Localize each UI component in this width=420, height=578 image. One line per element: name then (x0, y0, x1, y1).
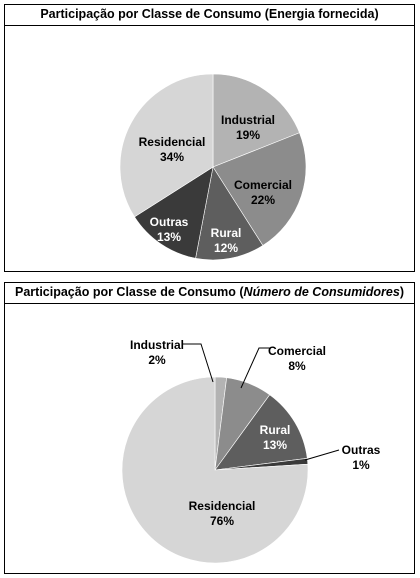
pie-slice-rural (195, 166, 264, 261)
category-label-outras: Outras (150, 215, 189, 229)
chart-title: Participação por Classe de Consumo (Ener… (5, 5, 414, 26)
value-label-rural: 13% (263, 438, 287, 452)
category-label-residencial: Residencial (189, 499, 256, 513)
value-label-industrial: 19% (236, 128, 260, 142)
pie-slice-rural (214, 394, 308, 471)
pie-slice-industrial (212, 73, 300, 168)
category-label-comercial: Comercial (268, 344, 326, 358)
value-label-residencial: 34% (160, 150, 184, 164)
pie-slice-outras (134, 166, 214, 259)
leader-line-industrial (183, 343, 214, 383)
category-label-comercial: Comercial (234, 178, 292, 192)
pie-slice-residencial (121, 376, 309, 564)
chart-panel-consumidores: Participação por Classe de Consumo (Núme… (4, 282, 415, 574)
value-label-comercial: 22% (251, 193, 275, 207)
chart-panel-energia: Participação por Classe de Consumo (Ener… (4, 4, 415, 272)
category-label-residencial: Residencial (139, 135, 206, 149)
value-label-industrial: 2% (148, 353, 166, 367)
category-label-rural: Rural (211, 226, 242, 240)
value-label-outras: 13% (157, 230, 181, 244)
pie-slice-comercial (212, 132, 307, 246)
category-label-rural: Rural (260, 423, 291, 437)
chart-title: Participação por Classe de Consumo (Núme… (5, 283, 414, 304)
value-label-comercial: 8% (288, 359, 306, 373)
category-label-industrial: Industrial (221, 113, 275, 127)
category-label-outras: Outras (342, 443, 381, 457)
leader-line-outras (304, 449, 340, 461)
value-label-residencial: 76% (210, 514, 234, 528)
pie-slice-residencial (119, 73, 214, 218)
value-label-rural: 12% (214, 241, 238, 255)
value-label-outras: 1% (352, 458, 370, 472)
leader-line-comercial (240, 347, 271, 389)
category-label-industrial: Industrial (130, 338, 184, 352)
